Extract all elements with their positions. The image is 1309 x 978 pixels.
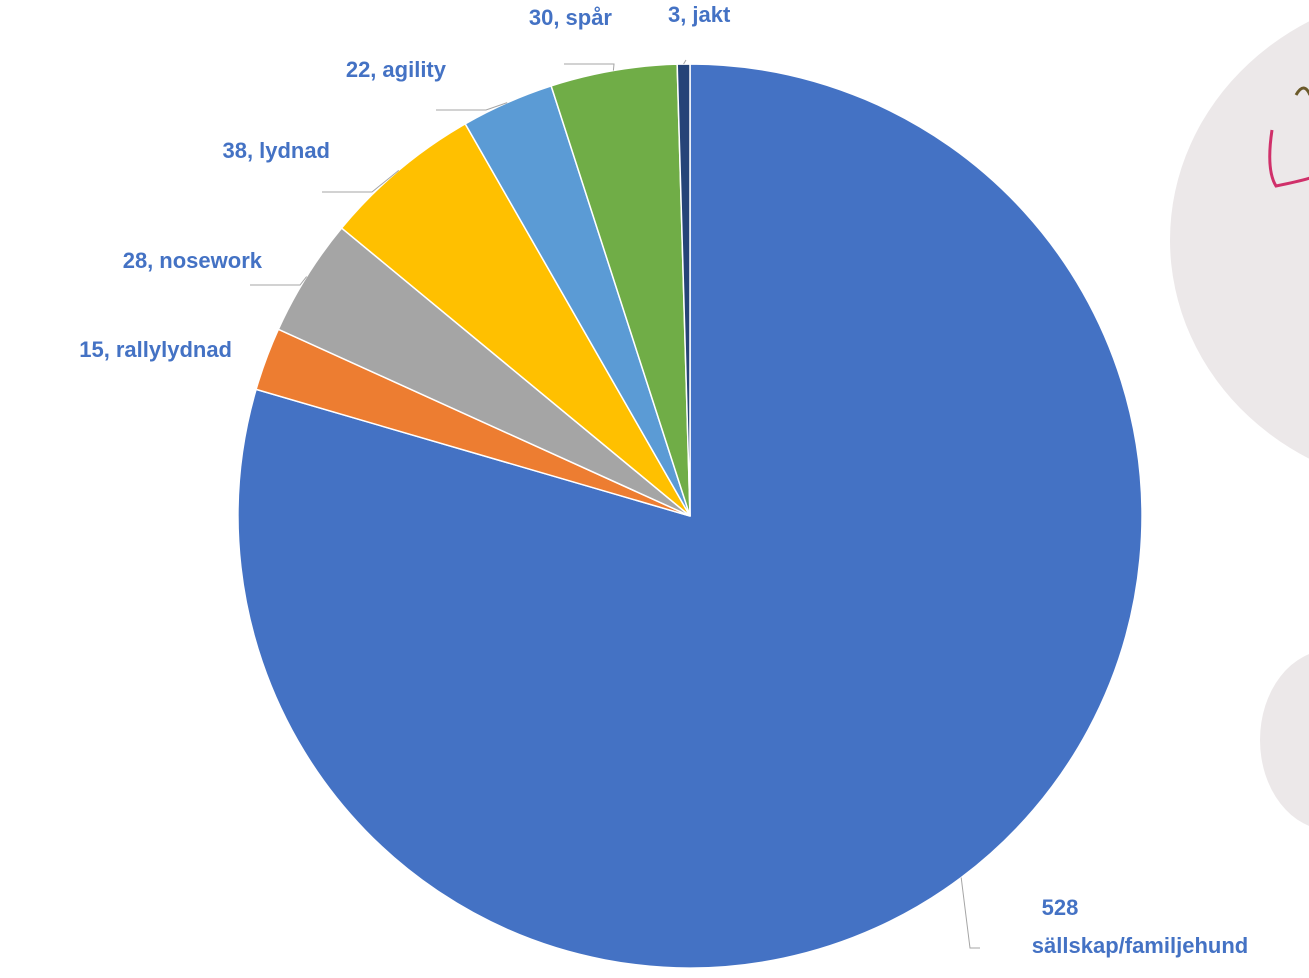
label-value: 38,	[223, 138, 254, 163]
label-value: 528	[1042, 895, 1079, 920]
pie-slice	[340, 122, 691, 517]
leader-line	[436, 102, 508, 111]
label-value: 30,	[529, 5, 560, 30]
data-label: 528 sällskap/familjehund	[1032, 895, 1248, 958]
data-label: 38, lydnad	[223, 138, 331, 163]
leader-line	[960, 877, 980, 949]
data-label: 22, agility	[346, 57, 447, 82]
label-category: lydnad	[259, 138, 330, 163]
leader-line	[564, 63, 615, 71]
data-label: 3, jakt	[668, 2, 731, 27]
data-label: 30, spår	[529, 5, 613, 30]
label-value: 3,	[668, 2, 686, 27]
background-decoration	[1170, 21, 1309, 826]
data-label: 15, rallylydnad	[79, 337, 232, 362]
label-category: nosework	[159, 248, 262, 273]
label-category: rallylydnad	[116, 337, 232, 362]
pie-slice	[676, 63, 691, 517]
label-value: 28,	[123, 248, 154, 273]
label-category: spår	[566, 5, 613, 30]
label-category: agility	[382, 57, 446, 82]
label-value: 15,	[79, 337, 110, 362]
label-category: jakt	[691, 2, 731, 27]
label-value: 22,	[346, 57, 377, 82]
label-category: sällskap/familjehund	[1032, 933, 1248, 958]
leader-line	[250, 276, 308, 286]
leader-line	[683, 59, 687, 65]
data-label: 28, nosework	[123, 248, 263, 273]
leader-line	[322, 169, 400, 193]
